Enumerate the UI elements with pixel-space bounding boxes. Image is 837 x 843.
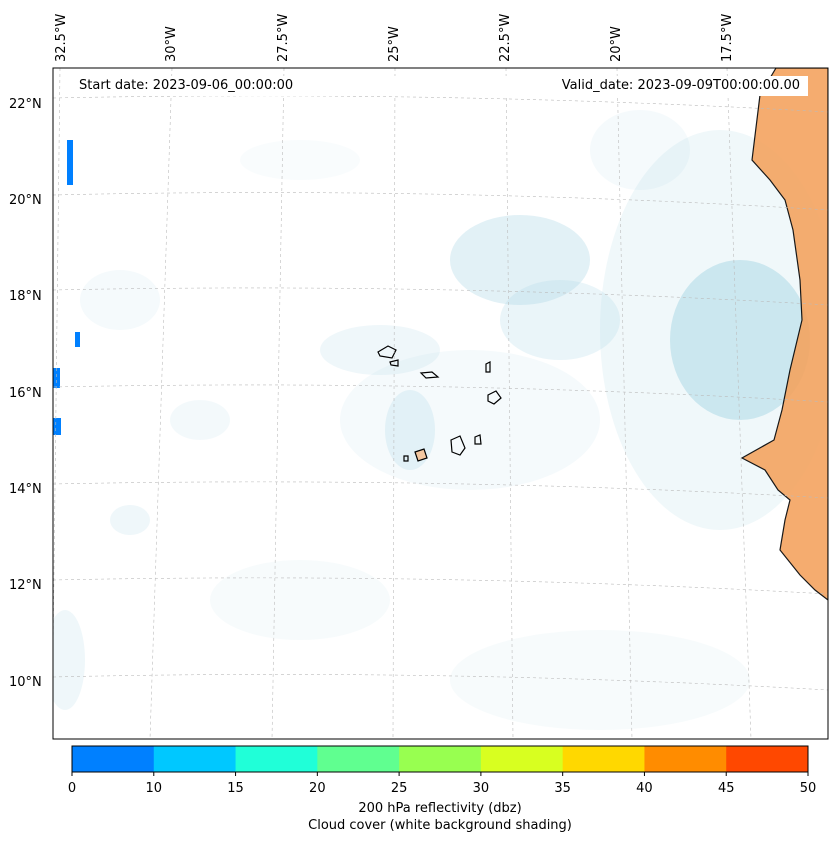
lon-label: 27.5°W bbox=[276, 13, 291, 62]
lat-label: 18°N bbox=[9, 289, 42, 304]
lon-label: 22.5°W bbox=[498, 13, 513, 62]
islands bbox=[377, 345, 502, 462]
colorbar-tick-label: 20 bbox=[309, 781, 326, 796]
colorbar-tick-label: 35 bbox=[554, 781, 571, 796]
colorbar-segment bbox=[562, 746, 645, 772]
cloud-cover-shading bbox=[53, 110, 828, 730]
colorbar-segment bbox=[317, 746, 400, 772]
colorbar-segment bbox=[644, 746, 727, 772]
colorbar-frame bbox=[71, 745, 809, 773]
colorbar-label-line2: Cloud cover (white background shading) bbox=[308, 818, 572, 833]
lat-label: 12°N bbox=[9, 578, 42, 593]
lon-label: 32.5°W bbox=[54, 13, 69, 62]
colorbar-tick-label: 25 bbox=[390, 781, 408, 796]
colorbar-segment bbox=[726, 746, 809, 772]
lon-label: 30°W bbox=[164, 26, 179, 62]
valid-date: Valid_date: 2023-09-09T00:00:00.00 bbox=[561, 78, 800, 93]
colorbar-segment bbox=[72, 746, 155, 772]
start-date: Start date: 2023-09-06_00:00:00 bbox=[79, 78, 294, 93]
colorbar-tick-label: 45 bbox=[717, 781, 735, 796]
colorbar bbox=[71, 745, 809, 776]
colorbar-segment bbox=[235, 746, 318, 772]
colorbar-tick-label: 10 bbox=[145, 781, 163, 796]
lon-label: 25°W bbox=[387, 26, 402, 62]
africa-land bbox=[740, 68, 828, 601]
date-header: Start date: 2023-09-06_00:00:00 Valid_da… bbox=[72, 76, 808, 96]
colorbar-tick-label: 0 bbox=[67, 781, 77, 796]
reflectivity-cells bbox=[53, 140, 80, 435]
colorbar-tick-label: 15 bbox=[227, 781, 244, 796]
map-area bbox=[53, 68, 828, 739]
colorbar-tick-label: 30 bbox=[472, 781, 490, 796]
colorbar-segment bbox=[153, 746, 237, 772]
colorbar-segment bbox=[480, 746, 564, 772]
lat-label: 14°N bbox=[9, 482, 42, 497]
lat-label: 22°N bbox=[9, 97, 42, 112]
colorbar-label-line1: 200 hPa reflectivity (dbz) bbox=[358, 801, 522, 816]
colorbar-tick-label: 40 bbox=[636, 781, 653, 796]
colorbar-tick-label: 50 bbox=[799, 781, 817, 796]
lat-label: 16°N bbox=[9, 386, 42, 401]
lon-label: 20°W bbox=[609, 26, 624, 62]
lat-label: 20°N bbox=[9, 193, 42, 208]
lon-label: 17.5°W bbox=[720, 13, 735, 62]
lat-label: 10°N bbox=[9, 675, 42, 690]
map-frame bbox=[52, 67, 829, 740]
colorbar-segment bbox=[399, 746, 482, 772]
